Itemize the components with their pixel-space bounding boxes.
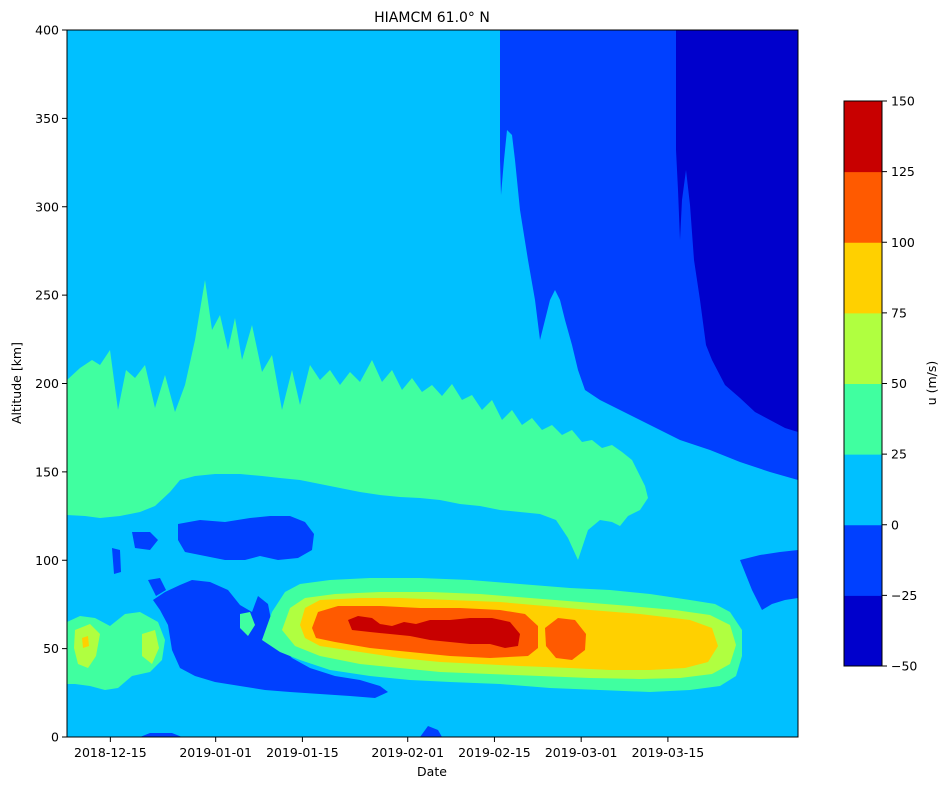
contour-easterly-right [740, 550, 798, 610]
y-tick-label: 100 [35, 553, 59, 568]
contour-jet-125-150 [348, 616, 520, 648]
contour-westerly-band [67, 280, 648, 560]
colorbar-segment [844, 171, 882, 243]
contour-easterly-pocket-2 [132, 532, 158, 550]
y-tick-label: 50 [43, 641, 59, 656]
y-tick-label: 0 [51, 730, 59, 745]
chart-title: HIAMCM 61.0° N [374, 10, 490, 26]
contour-jet-100-125-2 [545, 618, 586, 660]
contour-lowleft-50-75-2 [142, 630, 159, 664]
colorbar-tick-label: 50 [891, 376, 907, 391]
contour-easterly-bottom-2 [140, 733, 182, 737]
x-tick-label: 2019-03-15 [632, 745, 705, 760]
x-axis-label: Date [417, 764, 447, 779]
x-tick-label: 2018-12-15 [74, 745, 147, 760]
colorbar-segment [844, 454, 882, 526]
y-tick-label: 150 [35, 464, 59, 479]
colorbar-segment [844, 524, 882, 596]
y-tick-label: 350 [35, 111, 59, 126]
colorbar-segment [844, 101, 882, 173]
contour-easterly-strong [676, 30, 798, 432]
y-axis-label: Altitude [km] [9, 342, 24, 424]
colorbar-tick-label: −25 [891, 588, 917, 603]
colorbar-segment [844, 312, 882, 384]
colorbar: −50 −25 0 25 50 75 100 125 150 [843, 94, 917, 674]
contour-field [67, 30, 798, 737]
colorbar-segment [844, 595, 882, 667]
colorbar-segment [844, 242, 882, 314]
x-tick-label: 2019-03-01 [545, 745, 618, 760]
contour-easterly-pocket-1 [178, 516, 314, 560]
colorbar-tick-label: 100 [891, 235, 915, 250]
x-tick-label: 2019-02-15 [458, 745, 531, 760]
x-tick-label: 2019-02-01 [371, 745, 444, 760]
contour-lowleft-75-100 [82, 636, 89, 648]
contour-westerly-pocket [240, 612, 255, 636]
colorbar-label: u (m/s) [924, 361, 939, 406]
y-tick-label: 300 [35, 199, 59, 214]
y-tick-label: 400 [35, 23, 59, 38]
colorbar-segment [844, 383, 882, 455]
colorbar-tick-label: 0 [891, 517, 899, 532]
y-axis: 0 50 100 150 200 250 300 350 400 [35, 23, 67, 745]
contour-speckle-2 [218, 656, 224, 662]
colorbar-tick-label: −50 [891, 659, 917, 674]
colorbar-tick-label: 75 [891, 305, 907, 320]
y-tick-label: 250 [35, 288, 59, 303]
contour-speckle-1 [198, 612, 210, 634]
x-tick-label: 2019-01-15 [266, 745, 339, 760]
colorbar-tick-label: 125 [891, 164, 915, 179]
colorbar-tick-label: 25 [891, 447, 907, 462]
y-tick-label: 200 [35, 376, 59, 391]
contour-easterly-bottom [420, 726, 442, 737]
contour-easterly-pocket-3 [112, 548, 121, 574]
contour-easterly-lower-2 [148, 578, 166, 596]
colorbar-tick-label: 150 [891, 94, 915, 109]
x-tick-label: 2019-01-01 [179, 745, 252, 760]
x-axis: 2018-12-15 2019-01-01 2019-01-15 2019-02-01… [74, 737, 704, 760]
